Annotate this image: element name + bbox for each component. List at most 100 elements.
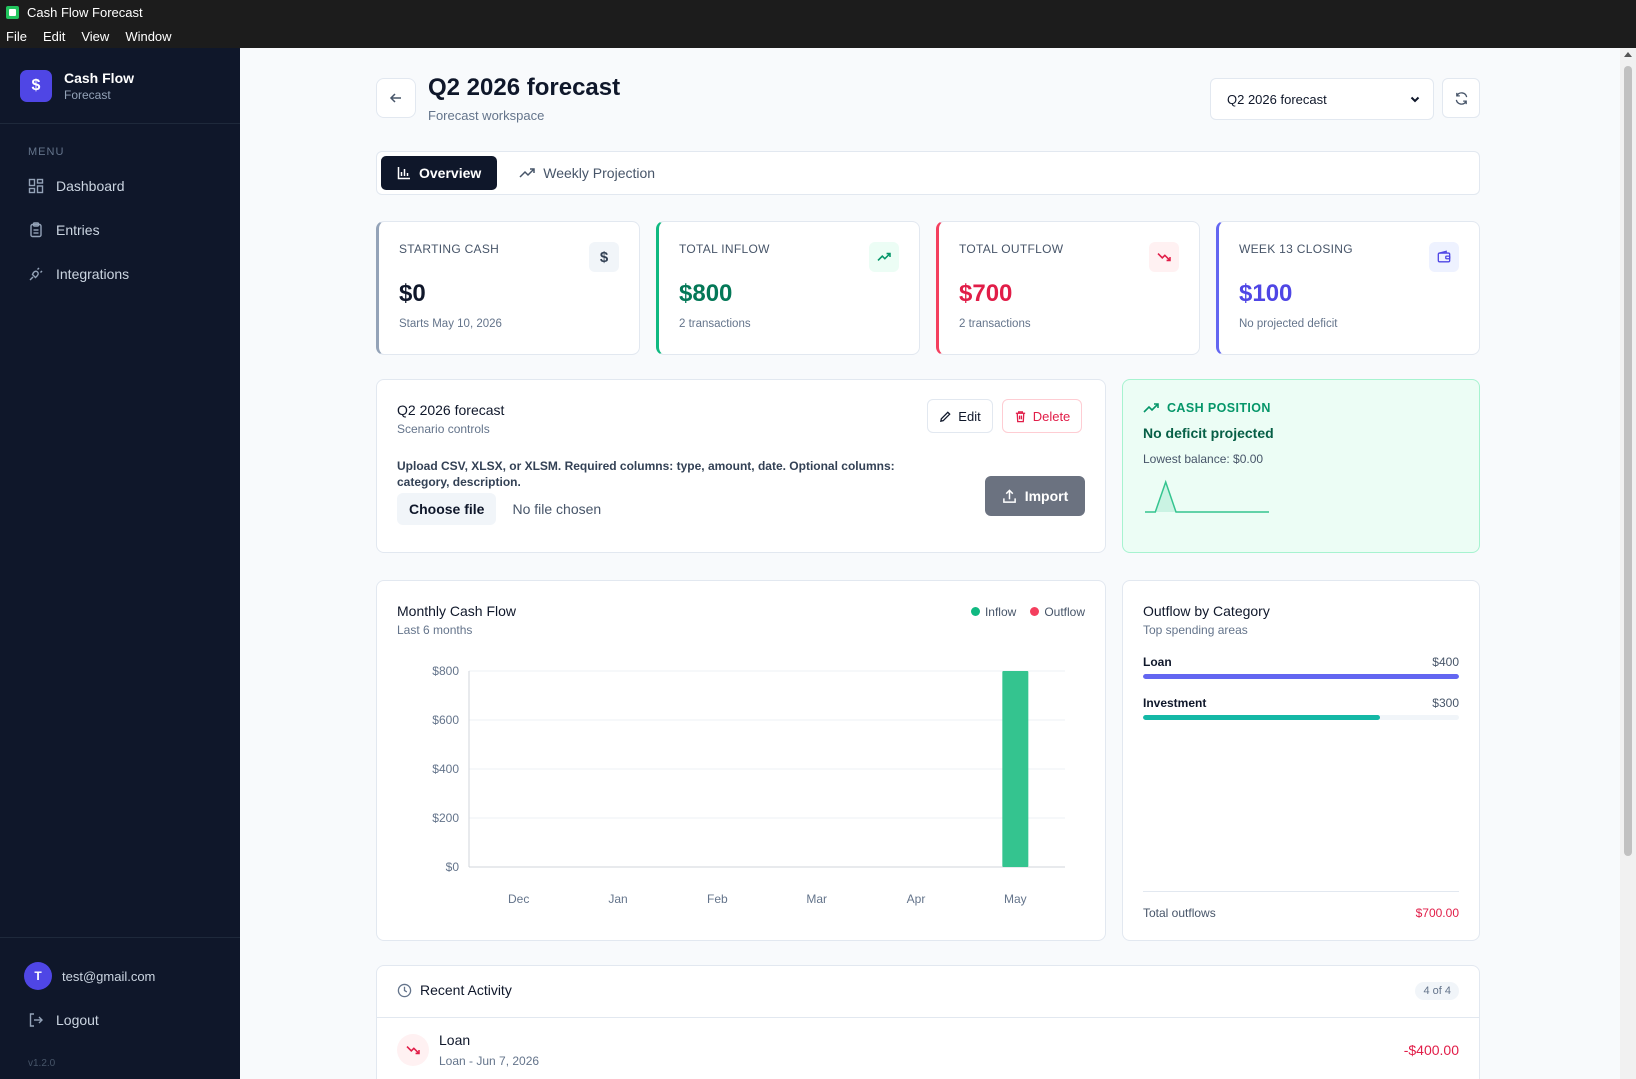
dollar-icon: $ — [589, 242, 619, 272]
chart-legend: Inflow Outflow — [970, 605, 1085, 619]
x-tick-label: Apr — [907, 892, 926, 906]
edit-button[interactable]: Edit — [927, 399, 993, 433]
outflow-title: Outflow by Category — [1143, 603, 1270, 619]
menubar: File Edit View Window — [0, 24, 1636, 48]
legend-outflow-label: Outflow — [1044, 605, 1085, 619]
menu-file[interactable]: File — [6, 28, 27, 44]
sparkline-line — [1145, 479, 1269, 513]
tab-weekly-projection[interactable]: Weekly Projection — [503, 156, 671, 190]
legend-inflow: Inflow — [970, 605, 1017, 619]
stat-value: $100 — [1239, 280, 1293, 307]
category-label: Loan — [1143, 655, 1172, 669]
upload-help-text: Upload CSV, XLSX, or XLSM. Required colu… — [397, 459, 895, 489]
trending-up-icon — [869, 242, 899, 272]
sidebar-item-dashboard[interactable]: Dashboard — [0, 164, 240, 208]
x-tick-label: Jan — [608, 892, 627, 906]
tab-overview[interactable]: Overview — [381, 156, 498, 190]
sidebar-item-label: Integrations — [56, 266, 130, 282]
deficit-status: No deficit projected — [1143, 425, 1274, 441]
menu-view[interactable]: View — [81, 28, 110, 44]
list-item[interactable]: Loan Loan - Jun 7, 2026 -$400.00 — [397, 1032, 1459, 1072]
trending-down-icon — [1149, 242, 1179, 272]
sidebar-item-label: Entries — [56, 222, 100, 238]
x-tick-label: Mar — [806, 892, 827, 906]
category-progress-fill — [1143, 715, 1380, 720]
outflow-dot — [1030, 607, 1040, 616]
trending-up-icon — [519, 168, 536, 178]
choose-file-button[interactable]: Choose file — [397, 493, 497, 525]
monthly-bar-chart: $0 $200 $400 $600 $800 Dec Jan Feb Mar Apr May — [432, 664, 1065, 906]
page-header: Q2 2026 forecast Forecast workspace Q2 2… — [376, 74, 1480, 123]
import-label: Import — [1024, 488, 1069, 504]
chart-title: Monthly Cash Flow — [397, 603, 517, 619]
scenario-controls-card: Q2 2026 forecast Scenario controls Edit … — [376, 379, 1106, 553]
back-button[interactable] — [376, 78, 416, 118]
logout-icon — [29, 1013, 43, 1027]
logout-label: Logout — [56, 1012, 99, 1028]
delete-button[interactable]: Delete — [1002, 399, 1082, 433]
file-status: No file chosen — [512, 501, 602, 517]
plug-icon — [29, 267, 43, 281]
outflow-category-card: Outflow by Category Top spending areas L… — [1122, 580, 1480, 941]
trending-up-icon — [1143, 403, 1159, 413]
cash-position-card: CASH POSITION No deficit projected Lowes… — [1122, 379, 1480, 553]
delete-label: Delete — [1032, 408, 1071, 424]
vertical-scrollbar[interactable] — [1620, 48, 1636, 1079]
lowest-balance: Lowest balance: $0.00 — [1143, 452, 1264, 466]
version-label: v1.2.0 — [28, 1058, 56, 1069]
y-tick-label: $0 — [446, 860, 460, 874]
menu-window[interactable]: Window — [125, 28, 172, 44]
stat-value: $700 — [959, 280, 1013, 307]
refresh-button[interactable] — [1442, 78, 1480, 118]
stat-value: $0 — [399, 280, 426, 307]
sidebar: $ Cash Flow Forecast MENU Dashboard Entr… — [0, 48, 240, 1079]
monthly-cash-flow-card: Monthly Cash Flow Last 6 months Inflow O… — [376, 580, 1106, 941]
sidebar-nav: Dashboard Entries Integrations — [0, 164, 240, 296]
cash-sparkline — [1145, 479, 1269, 513]
import-button[interactable]: Import — [985, 476, 1085, 516]
category-label: Investment — [1143, 696, 1207, 710]
brand[interactable]: $ Cash Flow Forecast — [0, 48, 240, 124]
stat-label: WEEK 13 CLOSING — [1239, 242, 1353, 256]
sidebar-item-integrations[interactable]: Integrations — [0, 252, 240, 296]
x-tick-label: Feb — [707, 892, 728, 906]
legend-inflow-label: Inflow — [984, 605, 1017, 619]
stat-subtext: No projected deficit — [1239, 318, 1338, 330]
category-list: Loan $400 Investment $300 — [1143, 655, 1459, 720]
scroll-up-arrow-icon[interactable] — [1624, 52, 1632, 57]
sidebar-item-entries[interactable]: Entries — [0, 208, 240, 252]
stat-value: $800 — [679, 280, 733, 307]
category-progress-fill — [1143, 674, 1459, 679]
refresh-icon — [1455, 91, 1467, 105]
y-tick-label: $200 — [432, 811, 459, 825]
dollar-logo-icon: $ — [20, 69, 52, 102]
stat-label: TOTAL INFLOW — [679, 242, 770, 256]
user-profile[interactable]: T test@gmail.com — [0, 938, 240, 990]
window-title: Cash Flow Forecast — [27, 4, 143, 20]
stat-card-week-closing: WEEK 13 CLOSING $100 No projected defici… — [1216, 221, 1480, 355]
scenario-select[interactable]: Q2 2026 forecast — [1210, 78, 1434, 120]
category-row-loan: Loan $400 — [1143, 655, 1459, 679]
brand-subtitle: Forecast — [64, 87, 111, 102]
edit-label: Edit — [958, 408, 981, 424]
clipboard-icon — [30, 222, 42, 238]
file-input[interactable]: Choose file No file chosen — [397, 493, 601, 525]
sparkline-area — [1145, 482, 1269, 512]
brand-title: Cash Flow — [64, 69, 135, 86]
menu-edit[interactable]: Edit — [42, 28, 66, 44]
grid-icon — [28, 178, 44, 194]
activity-count-badge: 4 of 4 — [1415, 982, 1459, 1000]
scroll-thumb[interactable] — [1624, 66, 1632, 856]
y-tick-label: $800 — [432, 664, 459, 678]
stat-card-total-outflow: TOTAL OUTFLOW $700 2 transactions — [936, 221, 1200, 355]
page-subtitle: Forecast workspace — [428, 108, 545, 123]
scenario-subtitle: Scenario controls — [397, 422, 490, 436]
outflow-subtitle: Top spending areas — [1143, 623, 1248, 637]
logout-button[interactable]: Logout — [0, 990, 240, 1028]
trash-icon — [1015, 410, 1025, 422]
category-progress — [1143, 715, 1459, 720]
category-progress — [1143, 674, 1459, 679]
inflow-bar — [1002, 671, 1029, 867]
wallet-icon — [1429, 242, 1459, 272]
x-tick-label: May — [1004, 892, 1027, 906]
